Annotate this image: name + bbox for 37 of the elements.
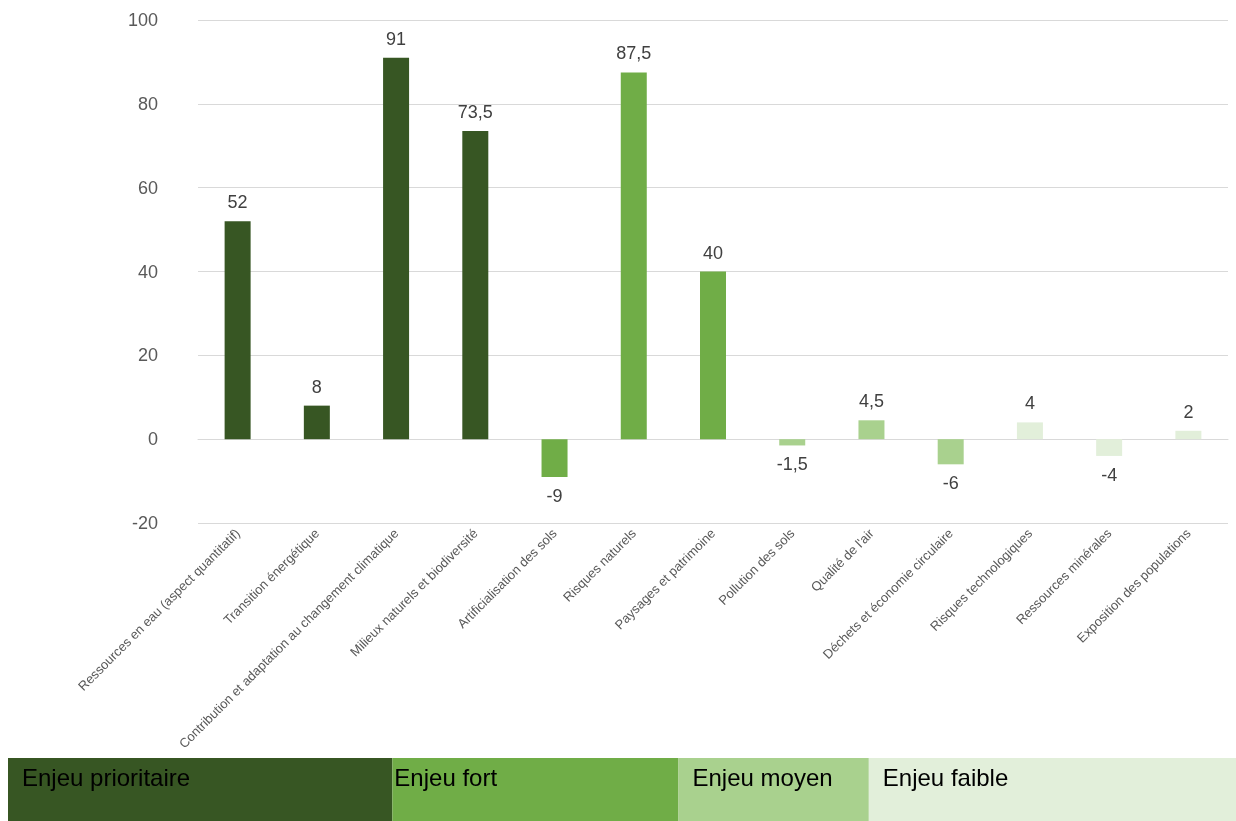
data-label: 91 — [386, 28, 407, 49]
bar — [1016, 422, 1043, 440]
y-tick-label: 40 — [137, 261, 158, 282]
bar — [937, 439, 964, 465]
y-tick-label: -20 — [131, 513, 158, 533]
data-label: -6 — [942, 473, 959, 494]
bar — [1096, 439, 1123, 456]
data-label: 52 — [227, 192, 248, 213]
y-tick-label: 100 — [127, 10, 158, 30]
bar — [303, 405, 330, 440]
data-label: -9 — [546, 485, 563, 506]
bar — [541, 439, 568, 477]
data-label: 87,5 — [616, 43, 652, 64]
bar — [224, 221, 251, 440]
bar — [700, 271, 726, 440]
text: Enjeu moyen — [692, 763, 833, 791]
bar — [779, 439, 806, 446]
bar — [620, 72, 647, 440]
data-label: 4,5 — [858, 391, 884, 412]
data-label: -4 — [1101, 464, 1118, 485]
bar — [383, 57, 410, 440]
text: Enjeu prioritaire — [22, 763, 191, 791]
data-label: 2 — [1183, 401, 1194, 422]
bar — [858, 420, 885, 440]
bar — [1175, 430, 1202, 440]
data-label: 73,5 — [457, 102, 493, 123]
y-tick-label: 0 — [147, 429, 158, 450]
data-label: -1,5 — [776, 454, 808, 475]
text: Enjeu faible — [882, 763, 1009, 791]
y-tick-label: 60 — [137, 177, 158, 198]
text: Enjeu fort — [394, 763, 498, 791]
data-label: 4 — [1024, 393, 1035, 414]
bar — [462, 131, 489, 440]
y-tick-label: 20 — [137, 345, 158, 366]
data-label: 8 — [311, 376, 322, 397]
data-label: 40 — [702, 242, 724, 263]
y-tick-label: 80 — [137, 93, 158, 114]
